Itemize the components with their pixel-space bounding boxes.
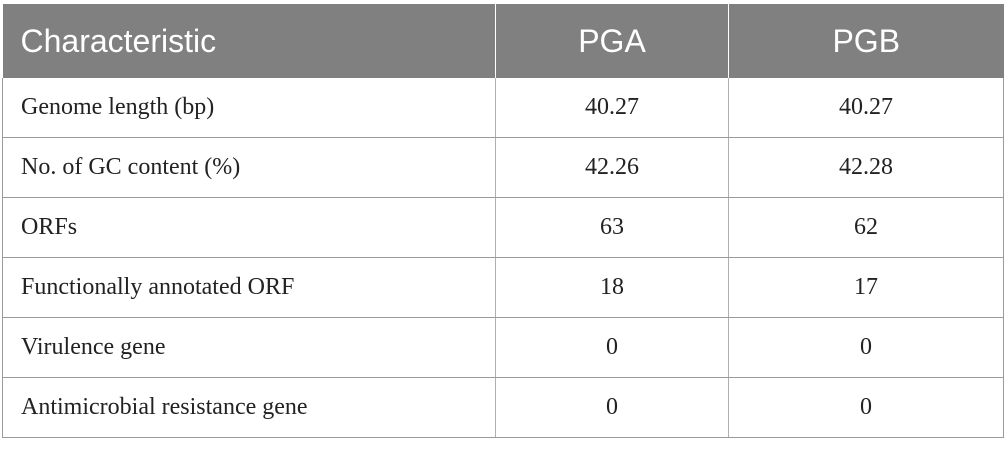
row-label: Antimicrobial resistance gene xyxy=(2,377,496,438)
table-row: Functionally annotated ORF 18 17 xyxy=(2,257,1004,318)
characteristics-table: Characteristic PGA PGB Genome length (bp… xyxy=(2,4,1004,438)
table-row: No. of GC content (%) 42.26 42.28 xyxy=(2,137,1004,198)
pgb-value: 40.27 xyxy=(728,78,1004,138)
pga-value: 18 xyxy=(495,257,729,318)
row-label: No. of GC content (%) xyxy=(2,137,496,198)
table-header: Characteristic PGA PGB xyxy=(2,4,1004,78)
row-label: ORFs xyxy=(2,197,496,258)
characteristics-table-container: Characteristic PGA PGB Genome length (bp… xyxy=(2,4,1004,438)
header-characteristic: Characteristic xyxy=(2,4,496,78)
pga-value: 63 xyxy=(495,197,729,258)
row-label: Functionally annotated ORF xyxy=(2,257,496,318)
header-pgb: PGB xyxy=(728,4,1004,78)
pgb-value: 62 xyxy=(728,197,1004,258)
pgb-value: 0 xyxy=(728,317,1004,378)
pga-value: 0 xyxy=(495,377,729,438)
table-row: Virulence gene 0 0 xyxy=(2,317,1004,378)
pga-value: 0 xyxy=(495,317,729,378)
pga-value: 42.26 xyxy=(495,137,729,198)
pga-value: 40.27 xyxy=(495,78,729,138)
table-row: Antimicrobial resistance gene 0 0 xyxy=(2,377,1004,438)
row-label: Genome length (bp) xyxy=(2,78,496,138)
table-row: ORFs 63 62 xyxy=(2,197,1004,258)
table-row: Genome length (bp) 40.27 40.27 xyxy=(2,78,1004,138)
table-body: Genome length (bp) 40.27 40.27 No. of GC… xyxy=(2,78,1004,438)
row-label: Virulence gene xyxy=(2,317,496,378)
header-row: Characteristic PGA PGB xyxy=(2,4,1004,78)
header-pga: PGA xyxy=(495,4,729,78)
pgb-value: 17 xyxy=(728,257,1004,318)
pgb-value: 42.28 xyxy=(728,137,1004,198)
pgb-value: 0 xyxy=(728,377,1004,438)
